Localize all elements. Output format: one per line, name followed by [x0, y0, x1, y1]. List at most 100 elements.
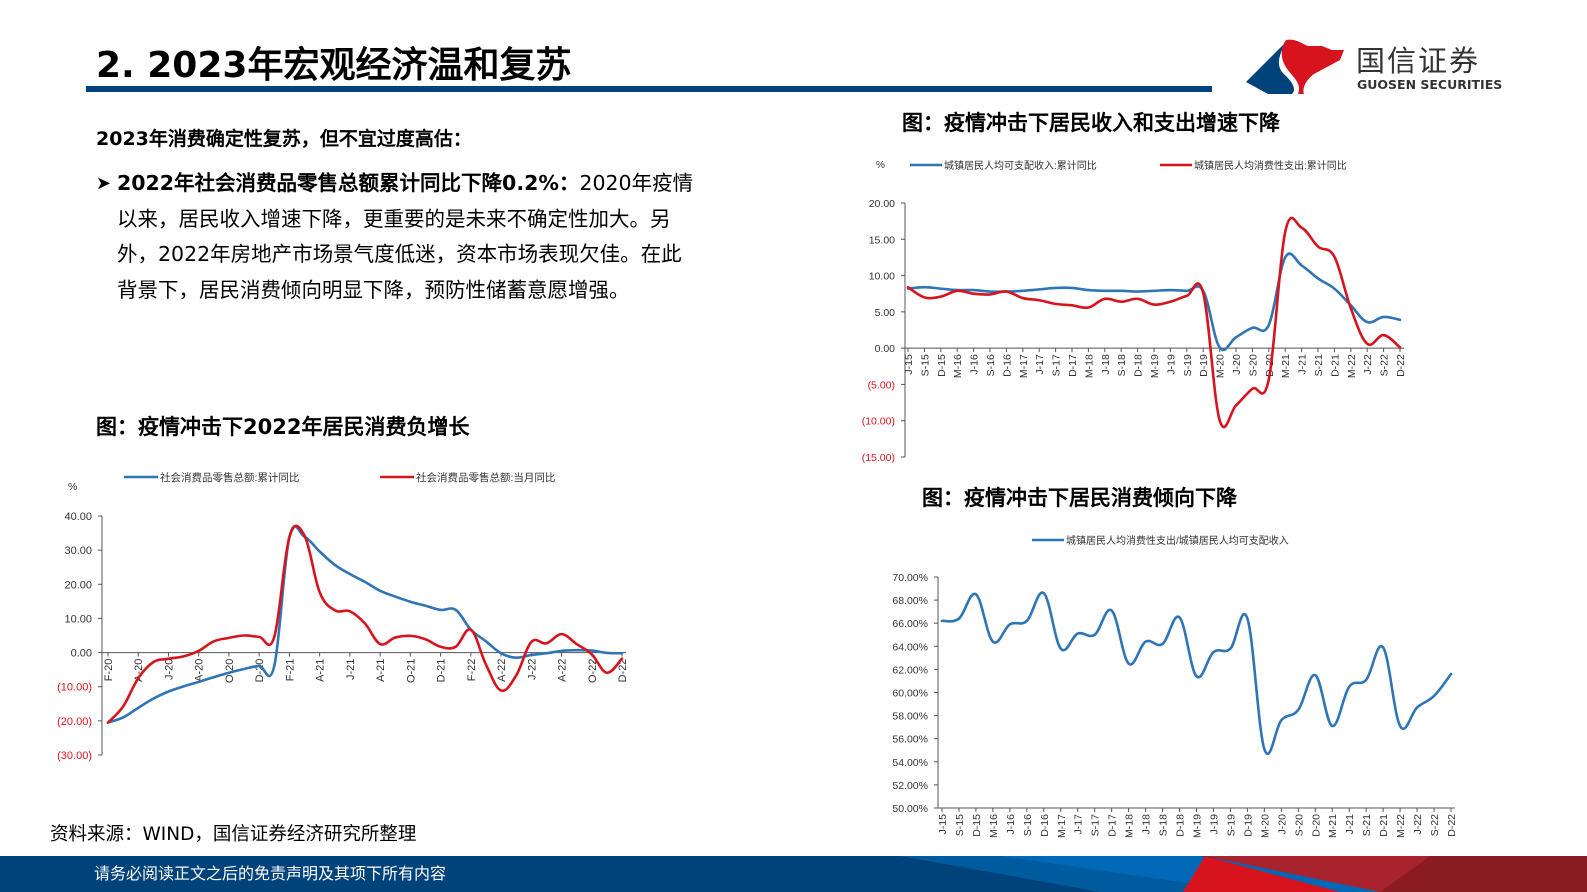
- svg-text:D-15: D-15: [936, 354, 948, 377]
- svg-text:M-18: M-18: [1124, 814, 1136, 838]
- svg-text:S-17: S-17: [1090, 814, 1102, 836]
- svg-text:M-16: M-16: [952, 354, 964, 378]
- svg-text:S-20: S-20: [1247, 354, 1259, 376]
- svg-text:D-19: D-19: [1198, 354, 1210, 377]
- svg-text:J-20: J-20: [163, 659, 175, 680]
- svg-text:%: %: [68, 481, 77, 493]
- svg-text:58.00%: 58.00%: [892, 711, 928, 723]
- svg-text:J-15: J-15: [937, 814, 949, 835]
- svg-text:D-21: D-21: [436, 659, 448, 683]
- svg-text:M-17: M-17: [1018, 354, 1030, 378]
- svg-text:D-20: D-20: [1310, 814, 1322, 837]
- svg-text:D-18: D-18: [1175, 814, 1187, 837]
- svg-text:S-15: S-15: [919, 354, 931, 376]
- footer-disclaimer: 请务必阅读正文之后的免责声明及其项下所有内容: [94, 864, 447, 883]
- svg-text:M-19: M-19: [1149, 354, 1161, 378]
- svg-text:15.00: 15.00: [869, 234, 895, 246]
- bullet-body-text: 2020年疫情以来，居民收入增速下降，更重要的是未来不确定性加大。另外，2022…: [117, 171, 694, 302]
- svg-text:D-21: D-21: [1329, 354, 1341, 377]
- svg-text:O-20: O-20: [224, 659, 236, 683]
- svg-text:J-20: J-20: [1276, 814, 1288, 835]
- svg-text:M-19: M-19: [1192, 814, 1204, 838]
- income-chart-title: 图：疫情冲击下居民收入和支出增速下降: [902, 111, 1280, 135]
- svg-text:S-21: S-21: [1361, 814, 1373, 836]
- svg-text:J-21: J-21: [1344, 814, 1356, 835]
- svg-text:40.00: 40.00: [64, 511, 92, 523]
- svg-text:A-21: A-21: [375, 659, 387, 682]
- svg-text:D-21: D-21: [1378, 814, 1390, 837]
- svg-text:0.00: 0.00: [875, 343, 896, 355]
- svg-text:%: %: [876, 160, 885, 171]
- svg-text:城镇居民人均消费性支出:累计同比: 城镇居民人均消费性支出:累计同比: [1194, 159, 1347, 172]
- svg-text:S-22: S-22: [1429, 814, 1441, 836]
- svg-text:10.00: 10.00: [869, 271, 895, 283]
- svg-text:70.00%: 70.00%: [892, 572, 928, 584]
- svg-text:J-22: J-22: [526, 659, 538, 680]
- svg-text:J-21: J-21: [1297, 354, 1309, 375]
- svg-text:D-15: D-15: [971, 814, 983, 837]
- svg-text:M-16: M-16: [988, 814, 1000, 838]
- svg-text:J-17: J-17: [1034, 354, 1046, 375]
- svg-text:O-22: O-22: [587, 659, 599, 683]
- svg-text:S-16: S-16: [985, 354, 997, 376]
- svg-text:S-15: S-15: [954, 814, 966, 836]
- svg-text:O-21: O-21: [405, 659, 417, 683]
- logo-chinese-name: 国信证券: [1356, 44, 1481, 78]
- svg-text:56.00%: 56.00%: [892, 734, 928, 746]
- svg-text:D-19: D-19: [1242, 814, 1254, 837]
- svg-text:J-21: J-21: [345, 659, 357, 680]
- section-subheading: 2023年消费确定性复苏，但不宜过度高估：: [96, 128, 472, 150]
- svg-text:(10.00): (10.00): [862, 416, 895, 428]
- bullet-bold-lead: 2022年社会消费品零售总额累计同比下降0.2%：: [117, 171, 580, 195]
- svg-text:S-19: S-19: [1225, 814, 1237, 836]
- svg-text:S-19: S-19: [1182, 354, 1194, 376]
- svg-text:F-20: F-20: [103, 659, 115, 682]
- svg-text:D-20: D-20: [254, 659, 266, 683]
- svg-text:52.00%: 52.00%: [892, 780, 928, 792]
- svg-text:F-21: F-21: [284, 659, 296, 682]
- svg-text:20.00: 20.00: [869, 198, 895, 210]
- svg-text:社会消费品零售总额:累计同比: 社会消费品零售总额:累计同比: [160, 471, 299, 484]
- svg-text:J-19: J-19: [1208, 814, 1220, 835]
- svg-text:M-21: M-21: [1327, 814, 1339, 838]
- svg-text:社会消费品零售总额:当月同比: 社会消费品零售总额:当月同比: [416, 471, 555, 484]
- svg-text:J-18: J-18: [1100, 354, 1112, 375]
- svg-text:10.00: 10.00: [64, 613, 92, 625]
- svg-text:A-22: A-22: [557, 659, 569, 682]
- svg-text:城镇居民人均可支配收入:累计同比: 城镇居民人均可支配收入:累计同比: [944, 159, 1097, 172]
- svg-text:J-15: J-15: [903, 354, 915, 375]
- svg-text:M-20: M-20: [1215, 354, 1227, 378]
- svg-text:S-22: S-22: [1379, 354, 1391, 376]
- svg-text:S-16: S-16: [1022, 814, 1034, 836]
- svg-text:D-17: D-17: [1107, 814, 1119, 837]
- svg-text:J-20: J-20: [1231, 354, 1243, 375]
- svg-text:J-22: J-22: [1412, 814, 1424, 835]
- svg-text:S-20: S-20: [1293, 814, 1305, 836]
- svg-text:S-21: S-21: [1313, 354, 1325, 376]
- svg-text:S-18: S-18: [1116, 354, 1128, 376]
- svg-text:D-18: D-18: [1133, 354, 1145, 377]
- svg-text:J-17: J-17: [1073, 814, 1085, 835]
- svg-text:D-17: D-17: [1067, 354, 1079, 377]
- bullet-arrow-icon: ➤: [96, 173, 112, 194]
- svg-text:60.00%: 60.00%: [892, 688, 928, 700]
- svg-text:64.00%: 64.00%: [892, 641, 928, 653]
- svg-text:M-22: M-22: [1346, 354, 1358, 378]
- source-note: 资料来源：WIND，国信证券经济研究所整理: [50, 824, 417, 845]
- svg-text:J-16: J-16: [1005, 814, 1017, 835]
- svg-text:54.00%: 54.00%: [892, 757, 928, 769]
- svg-text:66.00%: 66.00%: [892, 618, 928, 630]
- svg-text:M-22: M-22: [1395, 814, 1407, 838]
- svg-text:S-17: S-17: [1051, 354, 1063, 376]
- svg-text:J-22: J-22: [1362, 354, 1374, 375]
- retail-chart-title: 图：疫情冲击下2022年居民消费负增长: [96, 415, 470, 439]
- svg-text:(20.00): (20.00): [57, 716, 92, 728]
- footer-band: [0, 856, 1587, 892]
- svg-text:5.00: 5.00: [875, 307, 896, 319]
- svg-text:0.00: 0.00: [71, 648, 92, 660]
- svg-text:J-18: J-18: [1141, 814, 1153, 835]
- svg-text:D-16: D-16: [1001, 354, 1013, 377]
- svg-text:城镇居民人均消费性支出/城镇居民人均可支配收入: 城镇居民人均消费性支出/城镇居民人均可支配收入: [1066, 534, 1289, 547]
